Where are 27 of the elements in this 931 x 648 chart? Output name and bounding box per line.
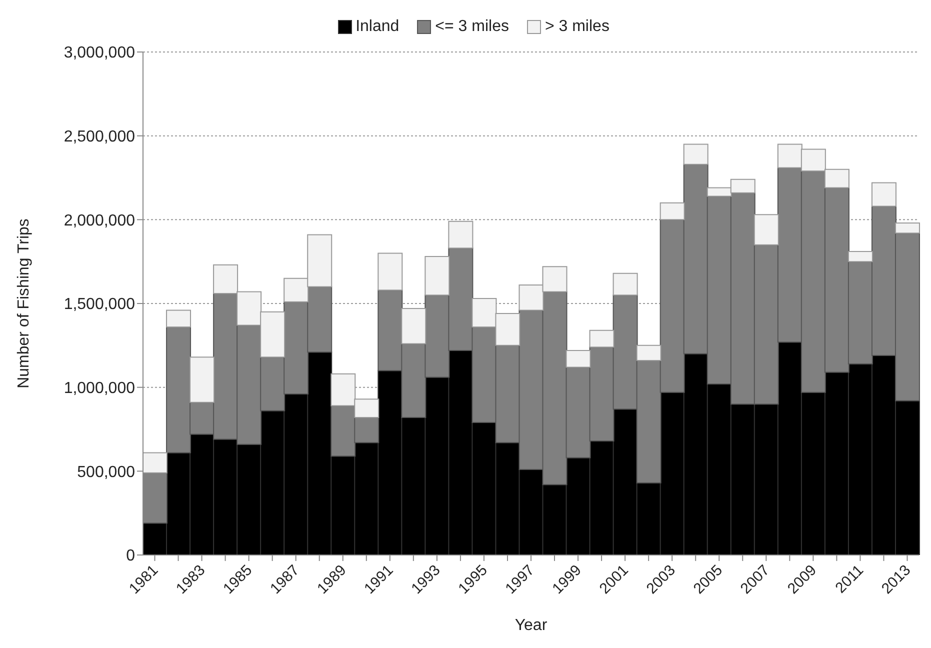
bar	[142, 452, 168, 474]
bar	[190, 356, 215, 403]
bar	[754, 214, 779, 246]
y-tick-label: 3,000,000	[64, 44, 136, 62]
legend-label: > 3 miles	[544, 18, 610, 36]
bar	[566, 350, 591, 368]
y-tick-label: 500,000	[77, 464, 136, 481]
bar	[683, 144, 708, 165]
bar	[612, 272, 638, 296]
y-tick-label: 0	[126, 548, 136, 565]
y-tick-label: 1,000,000	[64, 380, 136, 398]
legend-label: Inland	[356, 18, 400, 36]
bar	[636, 344, 662, 362]
bar	[871, 182, 896, 207]
bar	[589, 330, 614, 348]
bar	[424, 256, 450, 296]
y-tick-label: 2,500,000	[64, 128, 136, 146]
y-axis-title: Number of Fishing Trips	[16, 218, 33, 388]
bar	[894, 222, 920, 234]
bar	[848, 251, 873, 262]
bar	[401, 308, 426, 344]
y-tick-label: 1,500,000	[64, 296, 136, 314]
bar	[166, 310, 192, 328]
legend-label: <= 3 miles	[435, 18, 509, 36]
bar	[378, 252, 403, 291]
y-tick-label: 2,000,000	[64, 212, 136, 230]
x-axis-title: Year	[514, 617, 548, 634]
